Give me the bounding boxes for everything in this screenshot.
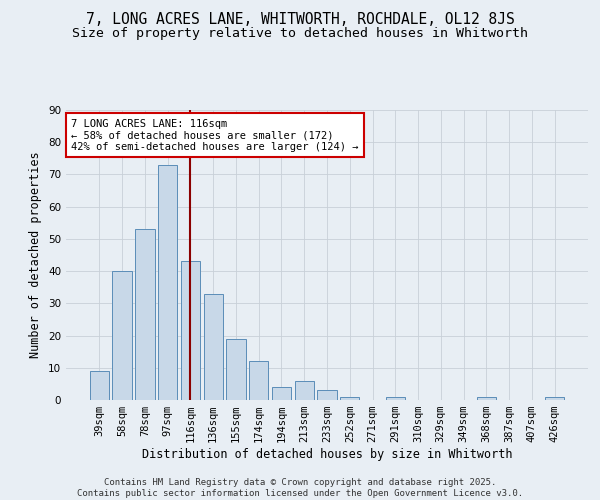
Text: 7, LONG ACRES LANE, WHITWORTH, ROCHDALE, OL12 8JS: 7, LONG ACRES LANE, WHITWORTH, ROCHDALE,… — [86, 12, 514, 28]
Bar — [272, 387, 291, 400]
Bar — [112, 271, 132, 400]
Text: Contains HM Land Registry data © Crown copyright and database right 2025.
Contai: Contains HM Land Registry data © Crown c… — [77, 478, 523, 498]
Bar — [135, 229, 155, 400]
Bar — [295, 380, 314, 400]
Bar — [317, 390, 337, 400]
Text: 7 LONG ACRES LANE: 116sqm
← 58% of detached houses are smaller (172)
42% of semi: 7 LONG ACRES LANE: 116sqm ← 58% of detac… — [71, 118, 359, 152]
Bar — [181, 262, 200, 400]
Bar — [386, 397, 405, 400]
Bar — [226, 339, 245, 400]
Bar — [90, 371, 109, 400]
Bar — [340, 397, 359, 400]
Y-axis label: Number of detached properties: Number of detached properties — [29, 152, 43, 358]
Bar — [545, 397, 564, 400]
X-axis label: Distribution of detached houses by size in Whitworth: Distribution of detached houses by size … — [142, 448, 512, 461]
Bar — [476, 397, 496, 400]
Bar — [203, 294, 223, 400]
Text: Size of property relative to detached houses in Whitworth: Size of property relative to detached ho… — [72, 28, 528, 40]
Bar — [249, 362, 268, 400]
Bar — [158, 165, 178, 400]
